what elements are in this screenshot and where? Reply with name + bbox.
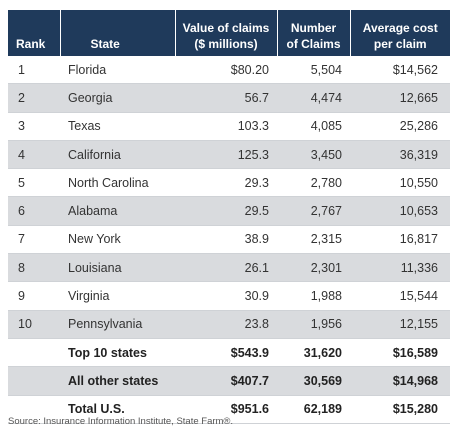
cell-avg: 10,653 (350, 196, 450, 226)
table-row: 8 Louisiana 26.1 2,301 11,336 (8, 253, 450, 283)
summary-label: Top 10 states (60, 338, 175, 368)
cell-value: 29.3 (175, 168, 277, 198)
table-row: 9 Virginia 30.9 1,988 15,544 (8, 281, 450, 311)
cell-state: Louisiana (60, 253, 175, 283)
cell-state: Alabama (60, 196, 175, 226)
summary-claims: 31,620 (277, 338, 350, 368)
cell-claims: 1,956 (277, 310, 350, 339)
cell-rank-empty (8, 366, 60, 396)
cell-claims: 4,085 (277, 112, 350, 141)
header-avg-line1: Average cost (362, 21, 438, 35)
table-row: 6 Alabama 29.5 2,767 10,653 (8, 196, 450, 226)
table-row: 10 Pennsylvania 23.8 1,956 12,155 (8, 310, 450, 339)
cell-avg: 15,544 (350, 281, 450, 311)
cell-rank: 8 (8, 253, 60, 283)
cell-avg: 16,817 (350, 225, 450, 255)
header-value-line2: ($ millions) (194, 37, 258, 51)
table-row: 7 New York 38.9 2,315 16,817 (8, 225, 450, 255)
summary-claims: 62,189 (277, 395, 350, 424)
cell-state: Georgia (60, 83, 175, 113)
cell-state: North Carolina (60, 168, 175, 198)
cell-avg: 12,155 (350, 310, 450, 339)
header-num-line1: Number (290, 21, 337, 35)
source-note: Source: Insurance Information Institute,… (8, 416, 234, 427)
claims-table: Rank State Value of claims ($ millions) … (8, 10, 450, 424)
cell-avg: 12,665 (350, 83, 450, 113)
cell-rank: 2 (8, 83, 60, 113)
cell-rank: 6 (8, 196, 60, 226)
cell-value: $80.20 (175, 56, 277, 85)
table-row: 2 Georgia 56.7 4,474 12,665 (8, 83, 450, 113)
header-avg-line2: per claim (373, 37, 427, 51)
header-value-of-claims: Value of claims ($ millions) (175, 10, 278, 56)
cell-state: Virginia (60, 281, 175, 311)
cell-value: 38.9 (175, 225, 277, 255)
table-row: 4 California 125.3 3,450 36,319 (8, 140, 450, 170)
cell-claims: 3,450 (277, 140, 350, 170)
cell-value: 23.8 (175, 310, 277, 339)
summary-value: $407.7 (175, 366, 277, 396)
header-number-of-claims: Number of Claims (277, 10, 351, 56)
table-header-row: Rank State Value of claims ($ millions) … (8, 10, 450, 56)
cell-state: New York (60, 225, 175, 255)
cell-avg: 25,286 (350, 112, 450, 141)
cell-value: 125.3 (175, 140, 277, 170)
cell-claims: 4,474 (277, 83, 350, 113)
summary-value: $543.9 (175, 338, 277, 368)
cell-avg: $14,562 (350, 56, 450, 85)
table-row: 1 Florida $80.20 5,504 $14,562 (8, 56, 450, 85)
summary-label: Total U.S. (60, 395, 175, 424)
header-state: State (60, 10, 176, 56)
cell-value: 26.1 (175, 253, 277, 283)
summary-claims: 30,569 (277, 366, 350, 396)
summary-row-top10: Top 10 states $543.9 31,620 $16,589 (8, 338, 450, 368)
summary-avg: $15,280 (350, 395, 450, 424)
cell-state: Texas (60, 112, 175, 141)
cell-value: 30.9 (175, 281, 277, 311)
summary-row-other: All other states $407.7 30,569 $14,968 (8, 366, 450, 396)
cell-claims: 5,504 (277, 56, 350, 85)
cell-state: Pennsylvania (60, 310, 175, 339)
cell-claims: 2,315 (277, 225, 350, 255)
cell-value: 103.3 (175, 112, 277, 141)
summary-row-total: Total U.S. $951.6 62,189 $15,280 (8, 395, 450, 424)
cell-rank-empty (8, 395, 60, 424)
summary-avg: $16,589 (350, 338, 450, 368)
summary-value: $951.6 (175, 395, 277, 424)
cell-avg: 36,319 (350, 140, 450, 170)
summary-label: All other states (60, 366, 175, 396)
header-rank: Rank (8, 10, 61, 56)
cell-claims: 2,767 (277, 196, 350, 226)
claims-table-container: Rank State Value of claims ($ millions) … (8, 10, 450, 424)
cell-claims: 1,988 (277, 281, 350, 311)
table-row: 5 North Carolina 29.3 2,780 10,550 (8, 168, 450, 198)
cell-rank: 9 (8, 281, 60, 311)
cell-claims: 2,780 (277, 168, 350, 198)
header-num-line2: of Claims (286, 37, 341, 51)
cell-claims: 2,301 (277, 253, 350, 283)
cell-rank: 3 (8, 112, 60, 141)
header-value-line1: Value of claims (182, 21, 270, 35)
table-row: 3 Texas 103.3 4,085 25,286 (8, 112, 450, 141)
header-average-cost: Average cost per claim (350, 10, 450, 56)
summary-avg: $14,968 (350, 366, 450, 396)
cell-rank: 7 (8, 225, 60, 255)
cell-value: 56.7 (175, 83, 277, 113)
cell-state: California (60, 140, 175, 170)
cell-state: Florida (60, 56, 175, 85)
cell-rank: 5 (8, 168, 60, 198)
cell-avg: 10,550 (350, 168, 450, 198)
cell-rank: 1 (8, 56, 60, 85)
cell-avg: 11,336 (350, 253, 450, 283)
cell-rank: 4 (8, 140, 60, 170)
cell-rank-empty (8, 338, 60, 368)
cell-rank: 10 (8, 310, 60, 339)
cell-value: 29.5 (175, 196, 277, 226)
